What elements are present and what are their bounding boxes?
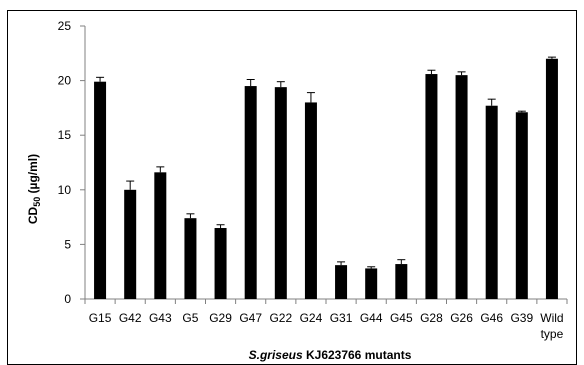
x-tick-label: G46 bbox=[480, 311, 503, 325]
y-axis-title-unit: (µg/ml) bbox=[26, 154, 40, 197]
x-tick-label: G24 bbox=[300, 311, 323, 325]
x-tick-label-line: G24 bbox=[300, 311, 323, 325]
x-tick-label: G28 bbox=[420, 311, 443, 325]
bar bbox=[214, 228, 227, 299]
x-tick-label-line: G15 bbox=[89, 311, 112, 325]
bar bbox=[485, 105, 498, 299]
x-tick-label: G31 bbox=[330, 311, 353, 325]
x-tick-label-line: G29 bbox=[209, 311, 232, 325]
x-tick-label-line: G44 bbox=[360, 311, 383, 325]
bar bbox=[455, 75, 468, 299]
bar bbox=[304, 102, 317, 299]
bar bbox=[365, 268, 378, 299]
bar bbox=[94, 81, 107, 299]
bar bbox=[425, 74, 438, 299]
y-tick-label: 5 bbox=[64, 237, 71, 251]
bar bbox=[515, 112, 528, 299]
x-tick-label-line: G31 bbox=[330, 311, 353, 325]
y-axis-title-prefix: CD bbox=[26, 206, 40, 224]
x-axis-title: S.griseus KJ623766 mutants bbox=[249, 348, 412, 362]
x-tick-label: G42 bbox=[119, 311, 142, 325]
bars bbox=[94, 58, 558, 300]
x-tick-label-line: G47 bbox=[239, 311, 262, 325]
x-tick-label: G43 bbox=[149, 311, 172, 325]
y-tick-label: 15 bbox=[58, 128, 72, 142]
y-tick-label: 0 bbox=[64, 292, 71, 306]
y-tick-label: 25 bbox=[58, 19, 72, 33]
bar bbox=[335, 265, 348, 299]
x-tick-label: G39 bbox=[510, 311, 533, 325]
bar bbox=[545, 58, 558, 300]
x-tick-label-line: G42 bbox=[119, 311, 142, 325]
x-tick-label-line: G28 bbox=[420, 311, 443, 325]
error-bars bbox=[96, 56, 556, 269]
x-tick-label: G47 bbox=[239, 311, 262, 325]
bar bbox=[124, 189, 137, 299]
y-axis: 0 5 10 15 20 25 bbox=[58, 19, 86, 306]
x-tick-label-line: G5 bbox=[182, 311, 198, 325]
bar bbox=[395, 264, 408, 299]
x-tick-label: G5 bbox=[182, 311, 198, 325]
y-tick-label: 20 bbox=[58, 74, 72, 88]
x-tick-label: Wild type bbox=[540, 311, 563, 341]
x-tick-labels: G15 G42 G43 G5 G29 G47 G22 G24 G31 G44 G45 G28 G26 G4… bbox=[89, 311, 564, 341]
y-tick-label: 10 bbox=[58, 183, 72, 197]
x-tick-label-line: G26 bbox=[450, 311, 473, 325]
x-tick-label-line: G46 bbox=[480, 311, 503, 325]
x-axis-title-rest: KJ623766 mutants bbox=[303, 348, 412, 362]
y-axis-title-subscript: 50 bbox=[32, 197, 42, 207]
x-tick-label: G45 bbox=[390, 311, 413, 325]
x-axis-title-italic: S.griseus bbox=[249, 348, 303, 362]
bar bbox=[184, 218, 197, 299]
x-tick-label: G29 bbox=[209, 311, 232, 325]
bar bbox=[154, 172, 167, 299]
x-tick-label: G44 bbox=[360, 311, 383, 325]
x-tick-label-line: Wild bbox=[540, 311, 563, 325]
x-tick-label: G22 bbox=[269, 311, 292, 325]
x-tick-label-line: G45 bbox=[390, 311, 413, 325]
x-tick-label-line: type bbox=[541, 327, 564, 341]
x-tick-label: G26 bbox=[450, 311, 473, 325]
x-tick-label-line: G39 bbox=[510, 311, 533, 325]
x-tick-label-line: G22 bbox=[269, 311, 292, 325]
bar bbox=[274, 87, 287, 299]
y-axis-title: CD50 (µg/ml) bbox=[26, 154, 42, 224]
bar bbox=[244, 86, 257, 299]
x-tick-label-line: G43 bbox=[149, 311, 172, 325]
x-tick-label: G15 bbox=[89, 311, 112, 325]
